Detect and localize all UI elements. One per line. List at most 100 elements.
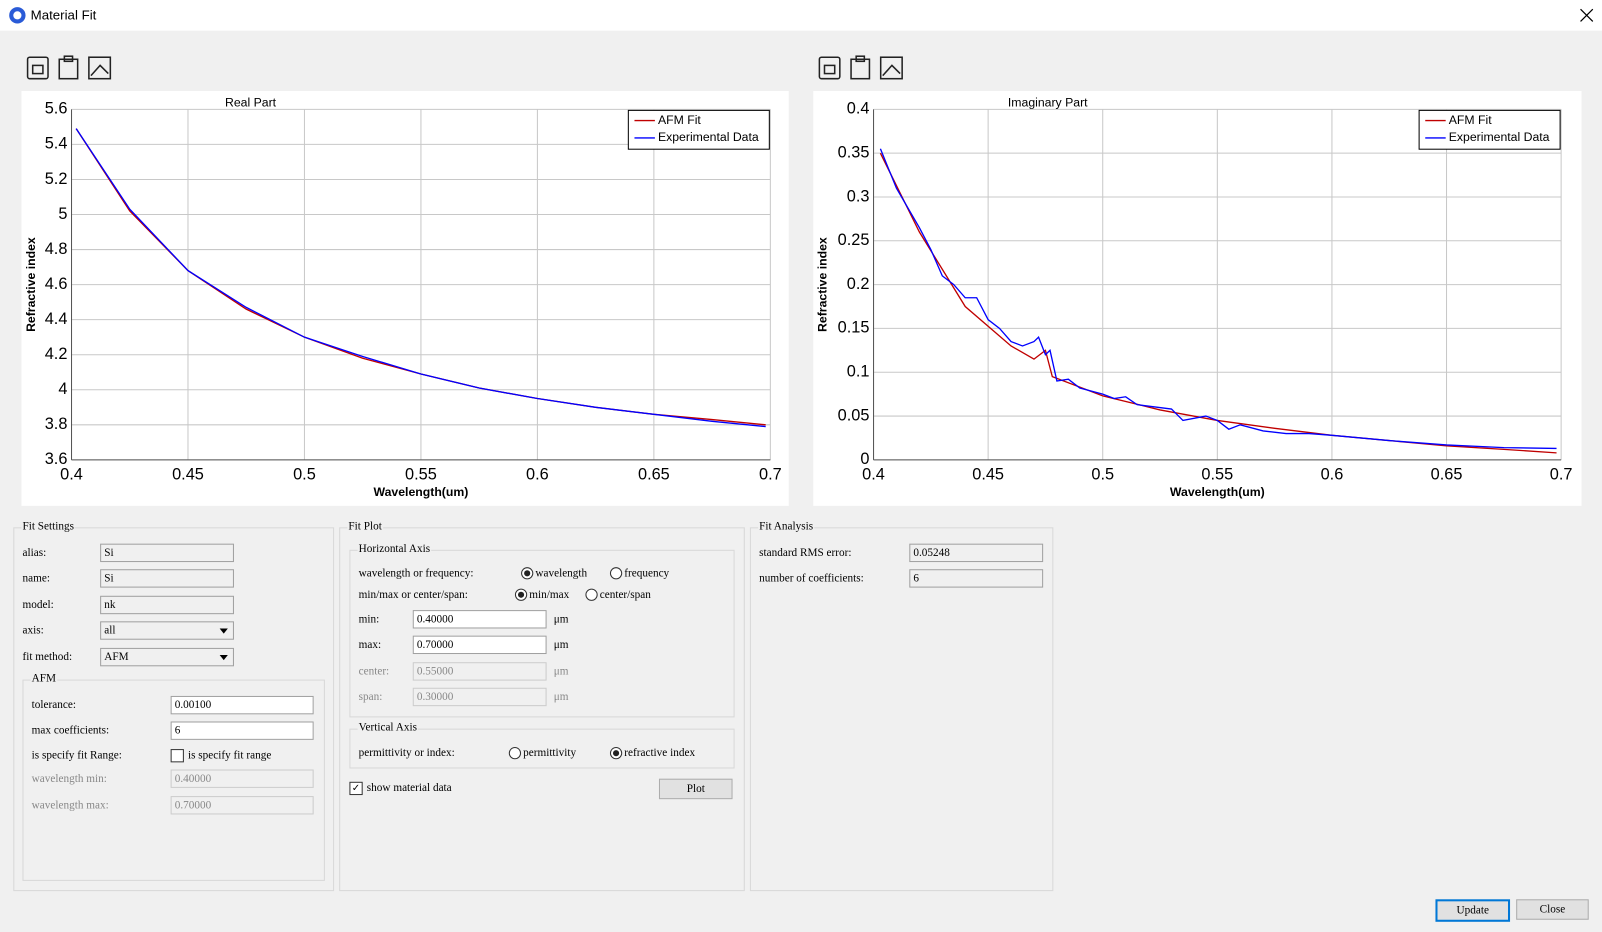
radio-button[interactable] (609, 567, 623, 580)
checkbox[interactable]: ✓ (349, 781, 363, 796)
fit-analysis-group-title: Fit Analysis (758, 519, 815, 534)
chart: 3.6 3.8 4 4.2 4.4 4.6 4.8 5 5.2 5.4 5.6 0.4 0.45 0.5 0… (21, 90, 789, 506)
radio-label: refractive index (624, 747, 696, 760)
text-input[interactable]: Si (100, 543, 234, 563)
text-input[interactable]: 0.05248 (909, 543, 1044, 563)
x-tick-label: 0.55 (405, 466, 437, 484)
x-tick-label: 0.45 (972, 466, 1004, 484)
combo-box[interactable]: all (100, 621, 234, 640)
series-line (879, 152, 1557, 454)
text-input[interactable]: 0.00100 (170, 695, 314, 715)
vertical-axis-group (349, 728, 735, 769)
field-label: min/max or center/span: (358, 588, 468, 601)
y-tick-label: 0.2 (847, 275, 870, 293)
fit-plot-group-title: Fit Plot (347, 519, 383, 534)
combo-arrow (219, 655, 228, 661)
toolbar-right (818, 55, 903, 80)
y-tick-label: 5.6 (45, 100, 68, 118)
radio-button[interactable] (521, 567, 534, 580)
y-tick-label: 4.8 (45, 240, 68, 258)
field-label: min: (358, 613, 380, 626)
combo-box[interactable]: AFM (100, 647, 234, 667)
y-tick-label: 0.15 (838, 319, 870, 337)
plot-button[interactable]: Plot (658, 778, 733, 800)
radio-button[interactable] (585, 588, 598, 601)
legend-label: AFM Fit (1449, 113, 1492, 127)
y-tick-label: 0.3 (847, 187, 870, 205)
field-label: number of coefficients: (759, 572, 864, 585)
y-tick-label: 0.1 (847, 363, 870, 381)
field-label: μm (553, 638, 569, 651)
dialog-button[interactable]: Update (1435, 899, 1511, 922)
x-tick-label: 0.7 (759, 466, 782, 484)
close-window[interactable] (1580, 8, 1594, 22)
field-label: permittivity or index: (358, 747, 455, 760)
y-tick-label: 5.4 (45, 135, 68, 153)
text-input: 0.55000 (412, 662, 547, 681)
horizontal-axis-group-title: Horizontal Axis (357, 541, 432, 556)
y-tick-label: 3.6 (45, 450, 68, 468)
checkbox-label: is specify fit range (187, 749, 272, 762)
radio-button[interactable] (609, 747, 623, 760)
radio-label: frequency (624, 567, 670, 580)
x-tick-label: 0.65 (638, 466, 670, 484)
export-icon-part (882, 64, 901, 77)
dialog-button[interactable]: Close (1516, 899, 1589, 920)
x-axis-label: Wavelength(um) (1170, 485, 1265, 499)
field-label: wavelength max: (31, 799, 109, 812)
legend-box (1418, 109, 1561, 150)
legend-label: Experimental Data (1449, 130, 1550, 144)
x-tick-label: 0.6 (526, 466, 549, 484)
export-icon-part (90, 64, 109, 77)
field-label: wavelength or frequency: (358, 567, 474, 580)
text-input[interactable]: 0.70000 (412, 635, 547, 655)
y-tick-label: 0.35 (838, 143, 870, 161)
field-label: tolerance: (31, 699, 76, 712)
chart: 0 0.05 0.1 0.15 0.2 0.25 0.3 0.35 0.4 0.4 0.45 0.5 0… (813, 90, 1582, 506)
x-tick-label: 0.55 (1201, 466, 1233, 484)
fit-settings-group (13, 527, 335, 892)
chart-panel (813, 90, 1582, 506)
radio-button[interactable] (514, 588, 528, 601)
radio-label: wavelength (535, 567, 588, 580)
y-tick-label: 0.05 (838, 406, 870, 424)
field-label: name: (22, 572, 50, 585)
field-label: is specify fit Range: (31, 749, 122, 762)
copy-icon-part (63, 55, 74, 63)
x-tick-label: 0.65 (1431, 466, 1463, 484)
x-tick-label: 0.7 (1550, 466, 1573, 484)
x-tick-label: 0.5 (1091, 466, 1114, 484)
y-tick-label: 4.4 (45, 310, 68, 328)
x-tick-label: 0.4 (60, 466, 83, 484)
export-icon[interactable] (88, 56, 112, 80)
save-icon[interactable] (818, 56, 841, 80)
export-icon[interactable] (879, 56, 903, 80)
checkbox[interactable] (170, 749, 184, 763)
save-icon[interactable] (26, 56, 49, 80)
title-bar: Material Fit (0, 0, 1602, 31)
copy-icon[interactable] (58, 58, 79, 80)
x-tick-label: 0.4 (862, 466, 885, 484)
radio-button[interactable] (508, 747, 522, 760)
text-input[interactable]: 6 (170, 721, 314, 740)
x-tick-label: 0.6 (1321, 466, 1344, 484)
field-label: max coefficients: (31, 724, 110, 737)
copy-icon[interactable] (850, 58, 871, 80)
field-label: alias: (22, 546, 47, 559)
text-input[interactable]: nk (100, 595, 234, 615)
y-tick-label: 4.2 (45, 345, 68, 363)
series-line (75, 128, 766, 426)
field-label: μm (553, 690, 569, 704)
checkbox-label: show material data (366, 781, 452, 795)
radio-label: permittivity (523, 747, 577, 760)
afm-group-title: AFM (30, 671, 58, 686)
text-input[interactable]: 6 (909, 569, 1044, 588)
radio-label: min/max (529, 588, 570, 601)
text-input[interactable]: Si (100, 569, 234, 588)
y-tick-label: 5.2 (45, 170, 68, 188)
app-icon (9, 7, 26, 24)
y-tick-label: 4.6 (45, 275, 68, 293)
text-input[interactable]: 0.40000 (412, 610, 547, 629)
